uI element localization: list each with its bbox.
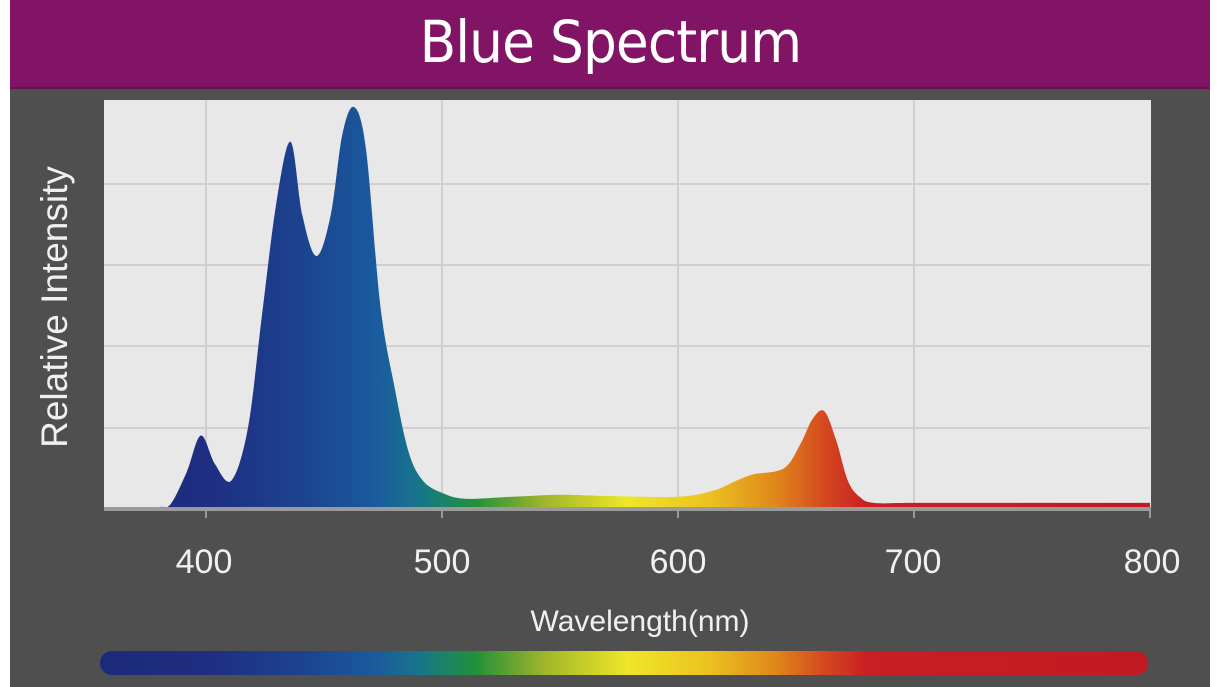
x-tick-label: 600 (649, 543, 707, 581)
spectrum-area (104, 106, 1150, 509)
x-tick-label: 400 (175, 543, 233, 581)
x-tick-label: 700 (884, 543, 942, 581)
y-axis-label: Relative Intensity (34, 166, 75, 448)
x-tick-label: 500 (413, 543, 471, 581)
x-tick-label: 800 (1123, 543, 1181, 581)
x-axis-label: Wavelength(nm) (530, 605, 750, 638)
title-banner: Blue Spectrum (10, 0, 1210, 89)
x-ticks (205, 510, 1151, 518)
spectrum-color-bar (100, 651, 1148, 675)
chart-title: Blue Spectrum (419, 7, 802, 76)
